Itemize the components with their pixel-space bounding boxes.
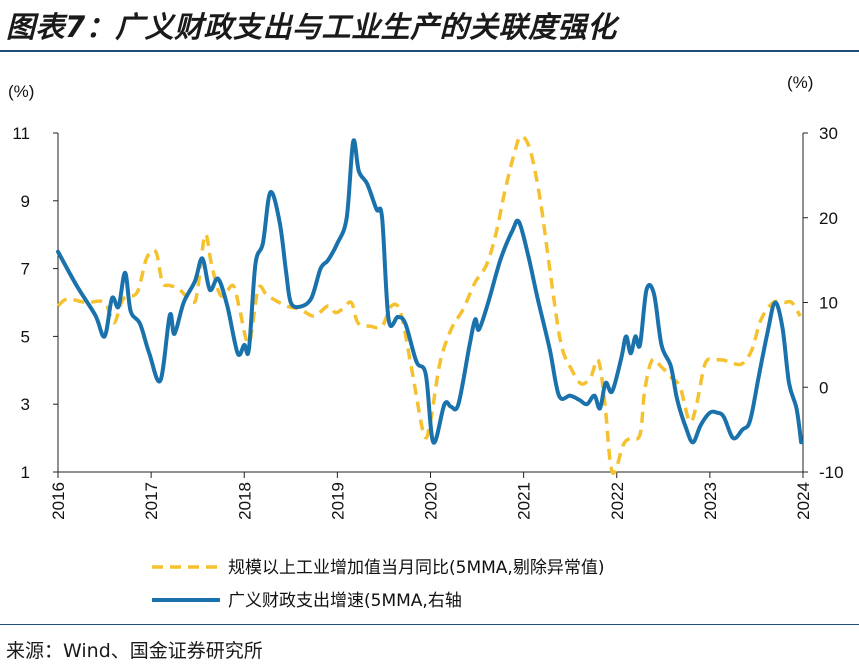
legend-label-fiscal: 广义财政支出增速(5MMA,右轴 (228, 591, 462, 611)
x-tick-label: 2020 (422, 482, 441, 520)
right-tick-label: 20 (819, 209, 838, 228)
left-axis-unit: (%) (8, 82, 34, 101)
source-note: 来源：Wind、国金证券研究所 (6, 640, 263, 662)
x-tick-label: 2022 (608, 482, 627, 520)
left-tick-label: 1 (21, 463, 30, 482)
right-tick-label: 10 (819, 294, 838, 313)
legend-label-industrial: 规模以上工业增加值当月同比(5MMA,剔除异常值) (228, 558, 604, 578)
right-tick-label: -10 (819, 463, 844, 482)
figure-title: 图表7：广义财政支出与工业生产的关联度强化 (6, 10, 617, 44)
right-axis-unit: (%) (787, 73, 813, 92)
legend: 规模以上工业增加值当月同比(5MMA,剔除异常值) 广义财政支出增速(5MMA,右… (152, 558, 604, 611)
x-tick-label: 2019 (328, 482, 347, 520)
left-tick-label: 11 (12, 124, 30, 143)
right-tick-label: 30 (819, 124, 838, 143)
x-tick-label: 2023 (701, 482, 720, 520)
x-tick-label: 2016 (49, 482, 68, 520)
right-tick-label: 0 (819, 378, 828, 397)
series-group (56, 134, 804, 476)
left-tick-label: 9 (21, 192, 30, 211)
source-divider (0, 624, 859, 625)
x-tick-label: 2018 (235, 482, 254, 520)
left-tick-label: 7 (21, 260, 30, 279)
axes-group: 1 3 5 7 9 11 -10 0 10 20 30 2016 2017 2018 2019 2020 202… (12, 124, 843, 520)
x-tick-label: 2024 (794, 482, 813, 520)
x-tick-label: 2017 (142, 482, 161, 520)
left-tick-label: 5 (21, 327, 30, 346)
left-tick-label: 3 (21, 395, 30, 414)
x-tick-label: 2021 (515, 482, 534, 520)
series-line-fiscal (56, 138, 804, 445)
title-divider (0, 50, 859, 52)
